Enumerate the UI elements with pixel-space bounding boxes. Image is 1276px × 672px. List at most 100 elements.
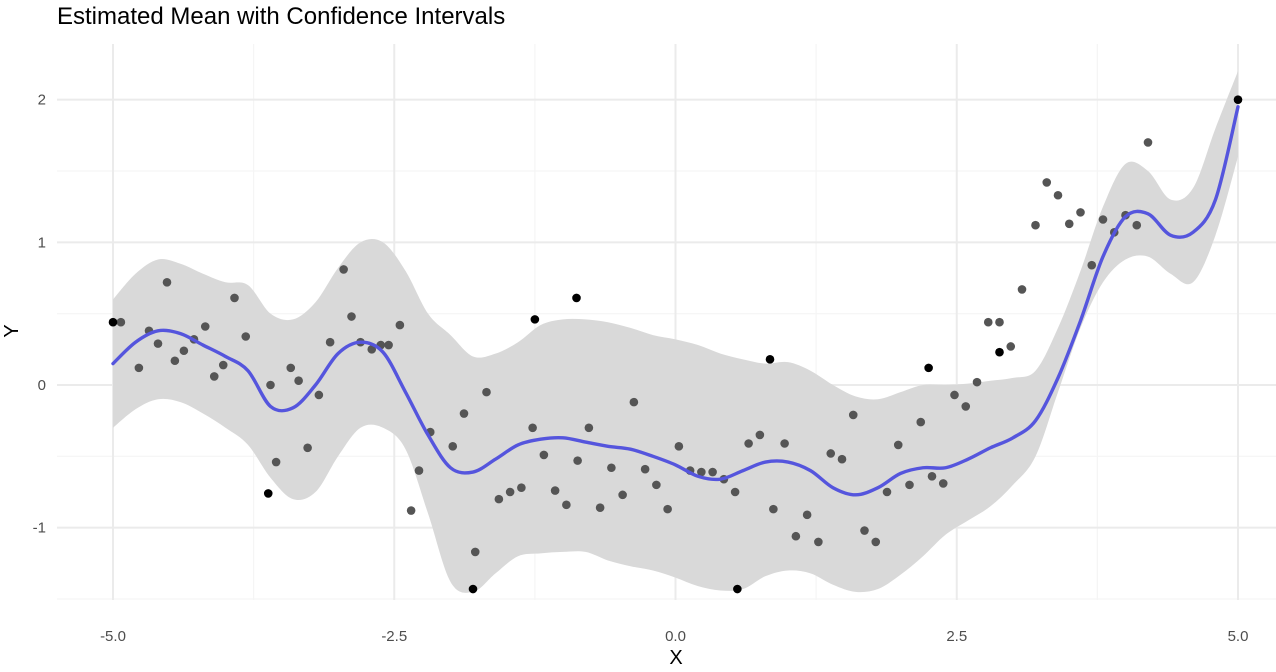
data-point [697, 467, 706, 477]
data-point [1143, 138, 1153, 147]
data-point [395, 320, 405, 330]
data-point [769, 504, 778, 514]
data-point [595, 503, 605, 512]
data-point [384, 340, 393, 350]
data-point [607, 463, 616, 473]
data-point [927, 472, 937, 481]
data-point [950, 390, 959, 400]
data-point [230, 293, 239, 303]
data-point [826, 449, 836, 458]
y-tick-label: -1 [33, 520, 46, 537]
y-axis-ticks: -1 0 1 2 [33, 92, 46, 537]
data-point [162, 277, 172, 287]
data-point [347, 312, 356, 321]
data-point [482, 387, 491, 397]
data-point [134, 363, 144, 373]
data-point [470, 547, 480, 557]
data-point [755, 430, 765, 440]
data-point [539, 450, 549, 460]
data-point [848, 410, 858, 420]
chart-title: Estimated Mean with Confidence Intervals [57, 3, 505, 30]
mean-line [111, 105, 1240, 497]
data-point [983, 317, 993, 327]
y-tick-label: 1 [38, 234, 46, 251]
data-point [837, 454, 847, 464]
y-axis-label: Y [1, 324, 23, 337]
highlight-point [572, 293, 581, 303]
highlight-point [765, 355, 775, 364]
data-point [505, 487, 515, 497]
highlight-point [924, 363, 933, 373]
data-point [406, 506, 416, 515]
x-tick-label: -2.5 [381, 628, 407, 645]
data-point [1132, 220, 1142, 230]
data-point [780, 439, 789, 448]
data-point [663, 504, 672, 514]
data-point [1064, 219, 1074, 229]
data-point [1042, 178, 1052, 187]
highlight-point [468, 584, 478, 594]
data-point [179, 346, 189, 356]
data-point [314, 390, 324, 400]
data-point [494, 494, 504, 504]
x-tick-label: 5.0 [1228, 628, 1249, 645]
y-tick-label: 0 [38, 377, 46, 394]
data-point [218, 360, 228, 370]
data-point [1017, 285, 1027, 294]
data-point [448, 442, 458, 451]
highlight-point [108, 317, 118, 327]
x-tick-label: 2.5 [946, 628, 967, 645]
data-point [629, 397, 639, 407]
x-tick-label: -5.0 [100, 628, 126, 645]
highlight-point [530, 315, 540, 324]
data-point [961, 402, 971, 411]
data-point [860, 526, 869, 535]
data-point [367, 345, 377, 354]
data-point [517, 483, 526, 493]
data-point [562, 500, 571, 510]
data-point [1076, 208, 1085, 217]
highlight-point [733, 584, 742, 594]
data-point [459, 409, 469, 418]
data-point [674, 442, 684, 451]
data-point [414, 466, 424, 475]
data-point [170, 356, 180, 366]
data-point [802, 510, 812, 520]
data-point [200, 322, 210, 331]
data-point [905, 480, 914, 490]
highlight-point [1233, 95, 1243, 104]
data-point [871, 537, 881, 547]
data-points-layer [116, 138, 1153, 557]
data-point [303, 443, 312, 453]
data-point [1053, 190, 1063, 200]
data-point [882, 487, 892, 497]
data-point [325, 337, 335, 347]
data-point [916, 417, 926, 427]
x-tick-label: 0.0 [665, 628, 686, 645]
data-point [266, 380, 275, 390]
highlight-point [995, 347, 1004, 357]
data-point [116, 317, 126, 327]
data-point [730, 487, 740, 497]
data-point [1098, 215, 1108, 224]
data-point [286, 363, 296, 373]
data-point [1031, 220, 1040, 230]
data-point [339, 265, 348, 274]
data-point [1006, 342, 1016, 351]
x-axis-label: X [669, 647, 682, 669]
data-point [618, 490, 627, 500]
data-point [573, 456, 582, 465]
data-point [995, 317, 1004, 327]
data-point [652, 480, 661, 490]
data-point [271, 457, 281, 467]
x-axis-ticks: -5.0 -2.5 0.0 2.5 5.0 [100, 628, 1248, 645]
y-tick-label: 2 [38, 92, 46, 109]
highlight-point [263, 489, 273, 498]
data-point [938, 479, 948, 488]
data-point [1087, 260, 1097, 270]
data-point [550, 486, 560, 495]
data-point [528, 423, 537, 433]
data-point [294, 376, 303, 386]
data-point [814, 537, 823, 547]
